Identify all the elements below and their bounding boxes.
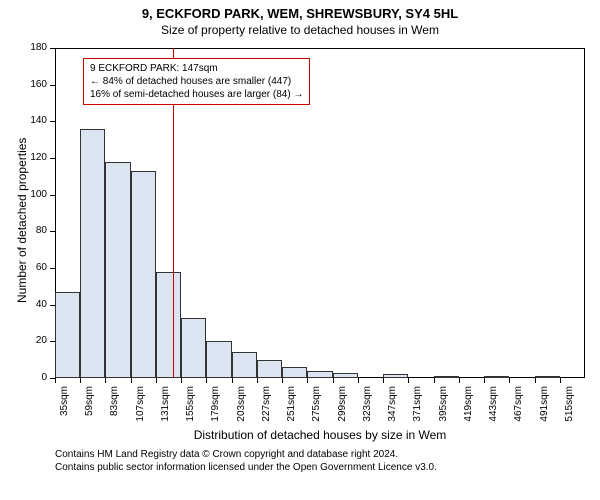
xtick-label: 515sqm	[564, 386, 575, 426]
xtick-label: 227sqm	[261, 386, 272, 426]
xtick-label: 419sqm	[463, 386, 474, 426]
xtick-label: 323sqm	[362, 386, 373, 426]
xtick-mark	[282, 378, 283, 383]
xtick-mark	[156, 378, 157, 383]
xtick-mark	[232, 378, 233, 383]
ytick-mark	[50, 195, 55, 196]
xtick-mark	[333, 378, 334, 383]
xtick-label: 299sqm	[337, 386, 348, 426]
histogram-bar	[333, 373, 358, 379]
histogram-bar	[282, 367, 307, 378]
xtick-mark	[181, 378, 182, 383]
footer-attribution: Contains HM Land Registry data © Crown c…	[55, 448, 437, 474]
ytick-label: 100	[23, 189, 47, 200]
xtick-label: 59sqm	[84, 386, 95, 426]
ytick-mark	[50, 48, 55, 49]
xtick-mark	[358, 378, 359, 383]
histogram-bar	[131, 171, 156, 378]
ytick-mark	[50, 231, 55, 232]
ytick-label: 60	[23, 262, 47, 273]
xtick-label: 347sqm	[387, 386, 398, 426]
histogram-bar	[257, 360, 282, 378]
ytick-label: 180	[23, 42, 47, 53]
xtick-label: 83sqm	[109, 386, 120, 426]
xtick-mark	[509, 378, 510, 383]
xtick-label: 107sqm	[135, 386, 146, 426]
xtick-mark	[484, 378, 485, 383]
footer-line-1: Contains HM Land Registry data © Crown c…	[55, 448, 437, 461]
footer-line-2: Contains public sector information licen…	[55, 461, 437, 474]
ytick-mark	[50, 121, 55, 122]
histogram-bar	[80, 129, 105, 378]
histogram-bar	[206, 341, 231, 378]
annot-line-3: 16% of semi-detached houses are larger (…	[90, 88, 303, 101]
ytick-mark	[50, 158, 55, 159]
xtick-label: 467sqm	[513, 386, 524, 426]
ytick-label: 20	[23, 335, 47, 346]
annot-line-1: 9 ECKFORD PARK: 147sqm	[90, 62, 303, 75]
ytick-label: 0	[23, 372, 47, 383]
ytick-mark	[50, 85, 55, 86]
xtick-label: 371sqm	[412, 386, 423, 426]
xtick-label: 131sqm	[160, 386, 171, 426]
xtick-mark	[408, 378, 409, 383]
xtick-label: 395sqm	[438, 386, 449, 426]
histogram-bar	[181, 318, 206, 379]
xtick-mark	[560, 378, 561, 383]
histogram-bar	[105, 162, 130, 378]
ytick-label: 120	[23, 152, 47, 163]
ytick-mark	[50, 268, 55, 269]
xtick-mark	[383, 378, 384, 383]
histogram-bar	[307, 371, 332, 378]
xtick-label: 155sqm	[185, 386, 196, 426]
histogram-bar	[434, 376, 459, 378]
annotation-box: 9 ECKFORD PARK: 147sqm ← 84% of detached…	[83, 58, 310, 105]
histogram-bar	[55, 292, 80, 378]
ytick-label: 80	[23, 225, 47, 236]
title-main: 9, ECKFORD PARK, WEM, SHREWSBURY, SY4 5H…	[0, 0, 600, 21]
xtick-mark	[55, 378, 56, 383]
xtick-mark	[307, 378, 308, 383]
xtick-mark	[257, 378, 258, 383]
ytick-label: 160	[23, 79, 47, 90]
xtick-mark	[105, 378, 106, 383]
ytick-label: 140	[23, 115, 47, 126]
xtick-label: 443sqm	[488, 386, 499, 426]
ytick-label: 40	[23, 299, 47, 310]
xtick-label: 35sqm	[59, 386, 70, 426]
xtick-mark	[434, 378, 435, 383]
xtick-mark	[535, 378, 536, 383]
xtick-mark	[206, 378, 207, 383]
annot-line-2: ← 84% of detached houses are smaller (44…	[90, 75, 303, 88]
xtick-label: 203sqm	[236, 386, 247, 426]
title-sub: Size of property relative to detached ho…	[0, 21, 600, 37]
xtick-label: 275sqm	[311, 386, 322, 426]
histogram-bar	[232, 352, 257, 378]
xtick-mark	[80, 378, 81, 383]
xtick-label: 251sqm	[286, 386, 297, 426]
histogram-bar	[484, 376, 509, 378]
x-axis-label: Distribution of detached houses by size …	[55, 428, 585, 442]
xtick-mark	[131, 378, 132, 383]
histogram-bar	[383, 374, 408, 378]
histogram-bar	[535, 376, 560, 378]
histogram-bar	[156, 272, 181, 378]
xtick-label: 179sqm	[210, 386, 221, 426]
xtick-mark	[459, 378, 460, 383]
xtick-label: 491sqm	[539, 386, 550, 426]
